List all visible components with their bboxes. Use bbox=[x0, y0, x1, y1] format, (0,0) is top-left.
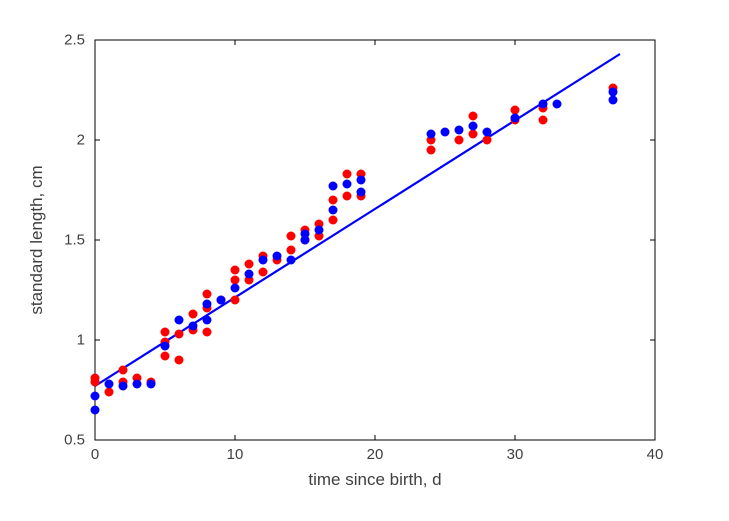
x-tick-label: 0 bbox=[91, 446, 99, 463]
data-point bbox=[203, 328, 212, 337]
data-point bbox=[357, 176, 366, 185]
data-point bbox=[91, 406, 100, 415]
data-point bbox=[609, 96, 618, 105]
data-point bbox=[203, 316, 212, 325]
y-tick-label: 0.5 bbox=[64, 432, 85, 449]
y-tick-label: 2.5 bbox=[64, 32, 85, 49]
data-point bbox=[189, 310, 198, 319]
data-point bbox=[259, 268, 268, 277]
x-tick-label: 40 bbox=[647, 446, 664, 463]
data-point bbox=[91, 392, 100, 401]
data-point bbox=[427, 130, 436, 139]
x-tick-label: 20 bbox=[367, 446, 384, 463]
data-point bbox=[287, 256, 296, 265]
data-point bbox=[203, 290, 212, 299]
data-point bbox=[259, 256, 268, 265]
data-point bbox=[455, 136, 464, 145]
x-tick-label: 30 bbox=[507, 446, 524, 463]
data-point bbox=[175, 356, 184, 365]
data-point bbox=[287, 232, 296, 241]
x-axis-label: time since birth, d bbox=[308, 470, 441, 490]
data-point bbox=[511, 114, 520, 123]
data-point bbox=[455, 126, 464, 135]
data-point bbox=[329, 206, 338, 215]
data-point bbox=[161, 352, 170, 361]
data-point bbox=[175, 330, 184, 339]
data-point bbox=[105, 388, 114, 397]
growth-chart: time since birth, d standard length, cm … bbox=[0, 0, 729, 521]
data-point bbox=[147, 380, 156, 389]
data-point bbox=[343, 192, 352, 201]
y-tick-label: 2 bbox=[77, 132, 85, 149]
data-point bbox=[91, 374, 100, 383]
y-axis-label: standard length, cm bbox=[27, 165, 47, 314]
data-point bbox=[539, 116, 548, 125]
data-point bbox=[427, 146, 436, 155]
axis-box bbox=[95, 40, 655, 440]
data-point bbox=[119, 366, 128, 375]
data-point bbox=[161, 342, 170, 351]
data-point bbox=[189, 322, 198, 331]
data-point bbox=[483, 136, 492, 145]
data-point bbox=[441, 128, 450, 137]
data-point bbox=[161, 328, 170, 337]
data-point bbox=[329, 196, 338, 205]
data-point bbox=[245, 270, 254, 279]
y-tick-label: 1.5 bbox=[64, 232, 85, 249]
data-point bbox=[105, 380, 114, 389]
data-point bbox=[245, 260, 254, 269]
y-tick-label: 1 bbox=[77, 332, 85, 349]
data-point bbox=[539, 100, 548, 109]
data-point bbox=[469, 122, 478, 131]
data-point bbox=[203, 300, 212, 309]
data-point bbox=[231, 266, 240, 275]
data-point bbox=[511, 106, 520, 115]
data-point bbox=[133, 380, 142, 389]
data-point bbox=[609, 88, 618, 97]
data-point bbox=[231, 276, 240, 285]
x-tick-label: 10 bbox=[227, 446, 244, 463]
data-point bbox=[329, 182, 338, 191]
data-point bbox=[231, 284, 240, 293]
data-point bbox=[315, 226, 324, 235]
data-point bbox=[175, 316, 184, 325]
data-point bbox=[273, 252, 282, 261]
data-point bbox=[469, 112, 478, 121]
data-point bbox=[483, 128, 492, 137]
chart-svg bbox=[0, 0, 729, 521]
data-point bbox=[357, 188, 366, 197]
data-point bbox=[217, 296, 226, 305]
data-point bbox=[343, 180, 352, 189]
data-point bbox=[343, 170, 352, 179]
data-point bbox=[553, 100, 562, 109]
data-point bbox=[119, 382, 128, 391]
data-point bbox=[287, 246, 296, 255]
data-point bbox=[469, 130, 478, 139]
data-point bbox=[301, 230, 310, 239]
data-point bbox=[329, 216, 338, 225]
data-point bbox=[231, 296, 240, 305]
